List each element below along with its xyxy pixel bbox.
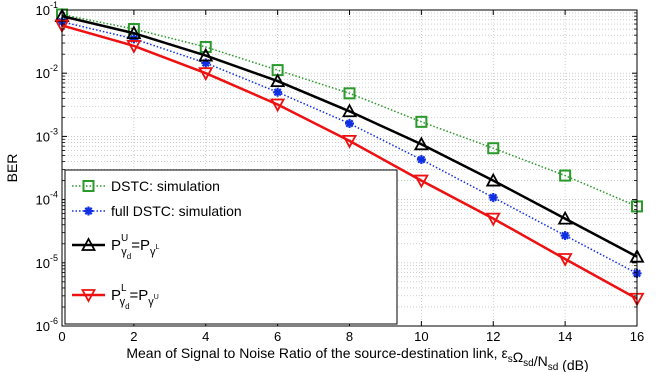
marker-stroke bbox=[345, 119, 354, 128]
legend-box bbox=[64, 169, 398, 325]
x-tick-label: 10 bbox=[414, 329, 428, 344]
data-point bbox=[198, 47, 214, 62]
y-tick-label: 10-5 bbox=[36, 253, 58, 271]
data-point bbox=[415, 115, 428, 128]
data-point bbox=[413, 136, 429, 151]
marker-stroke bbox=[489, 193, 498, 202]
data-point bbox=[345, 118, 354, 128]
y-tick-label: 10-1 bbox=[36, 0, 58, 18]
series-1 bbox=[56, 8, 643, 213]
legend: DSTC: simulation full DSTC: simulation PU γ… bbox=[64, 169, 398, 325]
axis-labels: BER Mean of Signal to Noise Ratio of the … bbox=[4, 154, 589, 372]
x-tick-label: 0 bbox=[58, 329, 65, 344]
marker-stroke bbox=[273, 88, 282, 97]
data-point bbox=[557, 210, 573, 225]
series-line bbox=[61, 14, 638, 258]
data-point bbox=[413, 174, 429, 189]
x-axis-label: Mean of Signal to Noise Ratio of the sou… bbox=[126, 345, 588, 372]
data-point bbox=[485, 172, 501, 187]
marker-stroke bbox=[561, 231, 570, 240]
legend-marker bbox=[82, 180, 95, 192]
data-point bbox=[343, 87, 356, 100]
data-point bbox=[126, 25, 142, 40]
legend-entry-4: PL γd=PγU bbox=[72, 283, 159, 311]
y-tick-label: 10-6 bbox=[36, 316, 58, 334]
data-point bbox=[126, 40, 142, 54]
series-line bbox=[61, 13, 638, 208]
series-line bbox=[61, 24, 638, 300]
data-point bbox=[273, 87, 283, 97]
series-3 bbox=[54, 8, 645, 263]
data-point bbox=[487, 142, 500, 155]
x-tick-label: 8 bbox=[346, 329, 353, 344]
data-point bbox=[198, 67, 214, 82]
x-tick-label: 2 bbox=[130, 329, 137, 344]
legend-marker bbox=[80, 237, 97, 251]
legend-marker bbox=[84, 206, 93, 216]
legend-entry-2: full DSTC: simulation bbox=[72, 203, 242, 219]
legend-label: full DSTC: simulation bbox=[111, 203, 242, 219]
x-tick-label: 16 bbox=[630, 329, 644, 344]
data-point bbox=[485, 212, 501, 227]
y-axis-label: BER bbox=[4, 154, 20, 183]
series-layer bbox=[54, 8, 645, 307]
x-tick-label: 12 bbox=[486, 329, 500, 344]
data-point bbox=[560, 231, 570, 241]
legend-entry-3: PU γd=PγL bbox=[72, 233, 159, 261]
x-tick-label: 6 bbox=[274, 329, 281, 344]
data-point bbox=[341, 103, 358, 118]
y-tick-label: 10-3 bbox=[36, 126, 58, 144]
data-point bbox=[559, 169, 572, 182]
legend-label: PU γd=PγL bbox=[111, 233, 159, 261]
marker-stroke bbox=[84, 207, 93, 215]
data-point bbox=[270, 73, 286, 87]
x-tick-label: 14 bbox=[558, 329, 572, 344]
legend-entry-1: DSTC: simulation bbox=[72, 178, 220, 194]
x-tick-label: 4 bbox=[202, 329, 209, 344]
legend-label: PL γd=PγU bbox=[111, 283, 159, 311]
data-point bbox=[341, 134, 358, 149]
legend-label: DSTC: simulation bbox=[111, 178, 220, 194]
data-point bbox=[557, 253, 573, 267]
data-point bbox=[199, 40, 212, 53]
legend-marker bbox=[80, 289, 97, 303]
y-tick-label: 10-4 bbox=[36, 190, 58, 208]
data-point bbox=[416, 155, 426, 165]
data-point bbox=[488, 192, 498, 202]
y-tick-label: 10-2 bbox=[36, 63, 58, 81]
marker-stroke bbox=[417, 155, 426, 164]
data-point bbox=[270, 98, 286, 113]
